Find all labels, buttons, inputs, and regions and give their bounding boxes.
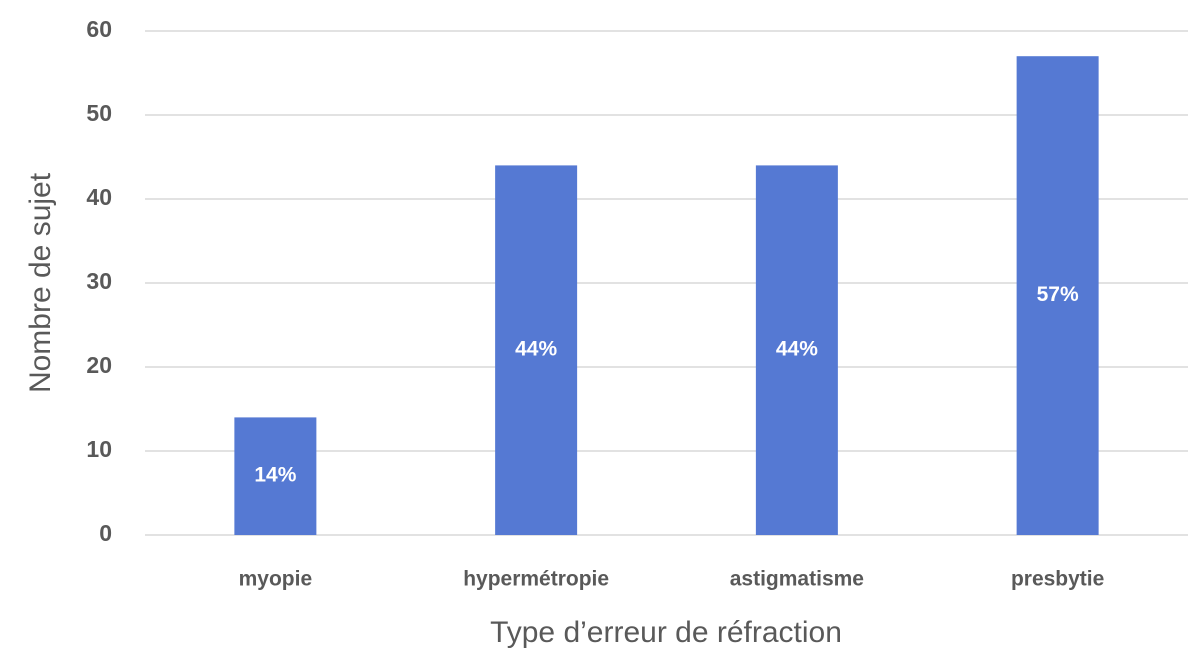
bar (495, 165, 578, 535)
y-tick-label: 20 (86, 352, 112, 378)
y-tick-label: 50 (86, 100, 112, 126)
x-tick-label: myopie (239, 568, 313, 591)
bar (755, 165, 838, 535)
x-axis-title: Type d’erreur de réfraction (490, 616, 842, 649)
x-tick-label: astigmatisme (730, 568, 864, 591)
x-tick-label: presbytie (1011, 568, 1104, 591)
value-label: 14% (254, 464, 296, 487)
x-tick-label: hypermétropie (463, 568, 609, 591)
value-label: 57% (1037, 283, 1079, 306)
value-label: 44% (515, 338, 557, 361)
value-label: 44% (776, 338, 818, 361)
bar (1016, 56, 1099, 535)
y-tick-label: 40 (86, 184, 112, 210)
y-tick-label: 0 (99, 520, 112, 546)
y-tick-label: 10 (86, 436, 112, 462)
bar (234, 417, 317, 535)
y-tick-label: 30 (86, 268, 112, 294)
y-axis-title: Nombre de sujet (24, 172, 57, 393)
y-tick-label: 60 (86, 16, 112, 42)
